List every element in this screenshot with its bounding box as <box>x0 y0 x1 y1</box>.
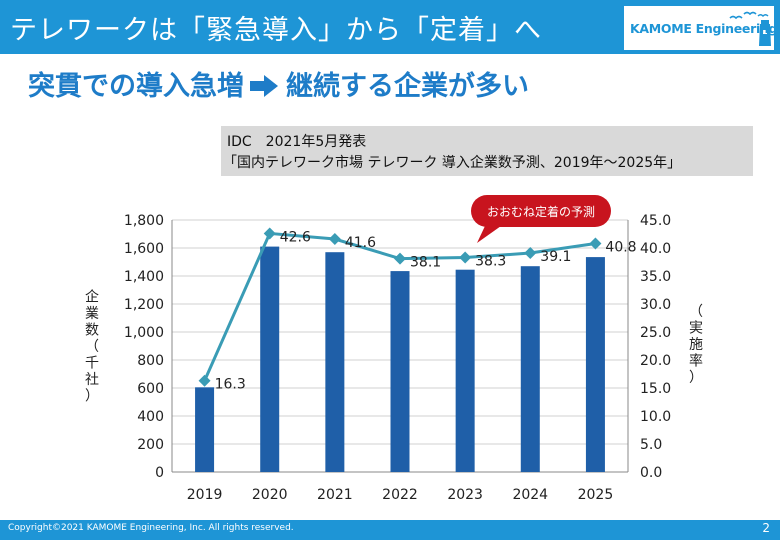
x-tick-label: 2023 <box>447 487 483 503</box>
y-tick-left: 1,200 <box>124 297 164 313</box>
y-tick-left: 200 <box>137 437 164 453</box>
bar-2024 <box>520 266 540 472</box>
bar-2022 <box>390 271 410 472</box>
data-label: 39.1 <box>540 249 571 265</box>
data-label: 40.8 <box>605 240 636 256</box>
bar-2019 <box>195 387 215 472</box>
data-label: 41.6 <box>345 235 376 251</box>
y-tick-right: 35.0 <box>640 269 671 285</box>
bar-2023 <box>455 269 475 472</box>
x-tick-label: 2024 <box>512 487 548 503</box>
y-tick-left: 0 <box>155 465 164 481</box>
y-tick-right: 45.0 <box>640 213 671 229</box>
data-label: 38.1 <box>410 255 441 271</box>
source-note: IDC 2021年5月発表 「国内テレワーク市場 テレワーク 導入企業数予測、2… <box>221 126 753 176</box>
x-tick-label: 2022 <box>382 487 418 503</box>
y-tick-right: 40.0 <box>640 241 671 257</box>
logo-text: KAMOME Engineering <box>630 21 778 36</box>
page-number: 2 <box>762 521 770 535</box>
x-tick-label: 2021 <box>317 487 353 503</box>
data-label: 42.6 <box>280 229 311 245</box>
slide-subtitle: 突貫での導入急増 継続する企業が多い <box>28 64 529 103</box>
rate-marker <box>263 227 276 240</box>
y-tick-left: 1,400 <box>124 269 164 285</box>
lighthouse-icon <box>729 11 771 46</box>
x-tick-label: 2020 <box>252 487 288 503</box>
subtitle-right: 継続する企業が多い <box>286 71 529 102</box>
y-tick-right: 15.0 <box>640 381 671 397</box>
rate-marker <box>459 251 472 264</box>
callout-text: おおむね定着の予測 <box>487 204 595 219</box>
y-tick-right: 25.0 <box>640 325 671 341</box>
y-axis-title-right: （実施率） <box>689 304 703 386</box>
rate-marker <box>524 247 537 260</box>
y-tick-left: 1,600 <box>124 241 164 257</box>
callout-pointer <box>477 226 501 243</box>
x-tick-label: 2025 <box>578 487 614 503</box>
header-bar: テレワークは「緊急導入」から「定着」へ KAMOME Engineering <box>0 0 780 54</box>
y-tick-right: 30.0 <box>640 297 671 313</box>
y-tick-left: 800 <box>137 353 164 369</box>
footer-bar: Copyright©2021 KAMOME Engineering, Inc. … <box>0 520 780 540</box>
y-tick-left: 400 <box>137 409 164 425</box>
rate-marker <box>589 237 602 250</box>
rate-marker <box>328 233 341 246</box>
x-tick-label: 2019 <box>187 487 223 503</box>
rate-marker <box>198 374 211 387</box>
copyright-text: Copyright©2021 KAMOME Engineering, Inc. … <box>8 523 294 533</box>
page-title: テレワークは「緊急導入」から「定着」へ <box>10 15 542 46</box>
subtitle-left: 突貫での導入急増 <box>28 71 244 102</box>
y-axis-title-left: 企業数（千社） <box>85 289 99 405</box>
company-logo: KAMOME Engineering <box>624 6 778 50</box>
data-label: 38.3 <box>475 254 506 270</box>
source-line-2: 「国内テレワーク市場 テレワーク 導入企業数予測、2019年～2025年」 <box>223 155 682 171</box>
telework-chart: 0 200 400 600 800 1,000 1,200 1,400 1,600 1,800 0.… <box>85 195 703 503</box>
y-tick-right: 0.0 <box>640 465 662 481</box>
y-tick-right: 20.0 <box>640 353 671 369</box>
callout-bubble <box>471 195 611 227</box>
y-tick-right: 10.0 <box>640 409 671 425</box>
bar-2021 <box>325 252 345 472</box>
y-tick-right: 5.0 <box>640 437 662 453</box>
bar-2020 <box>260 246 280 472</box>
right-arrow-icon <box>250 74 280 97</box>
bar-2025 <box>585 257 605 472</box>
rate-marker <box>394 252 406 265</box>
y-tick-left: 1,000 <box>124 325 164 341</box>
data-label: 16.3 <box>215 377 246 393</box>
source-line-1: IDC 2021年5月発表 <box>227 134 367 150</box>
y-tick-left: 1,800 <box>124 213 164 229</box>
y-tick-left: 600 <box>137 381 164 397</box>
